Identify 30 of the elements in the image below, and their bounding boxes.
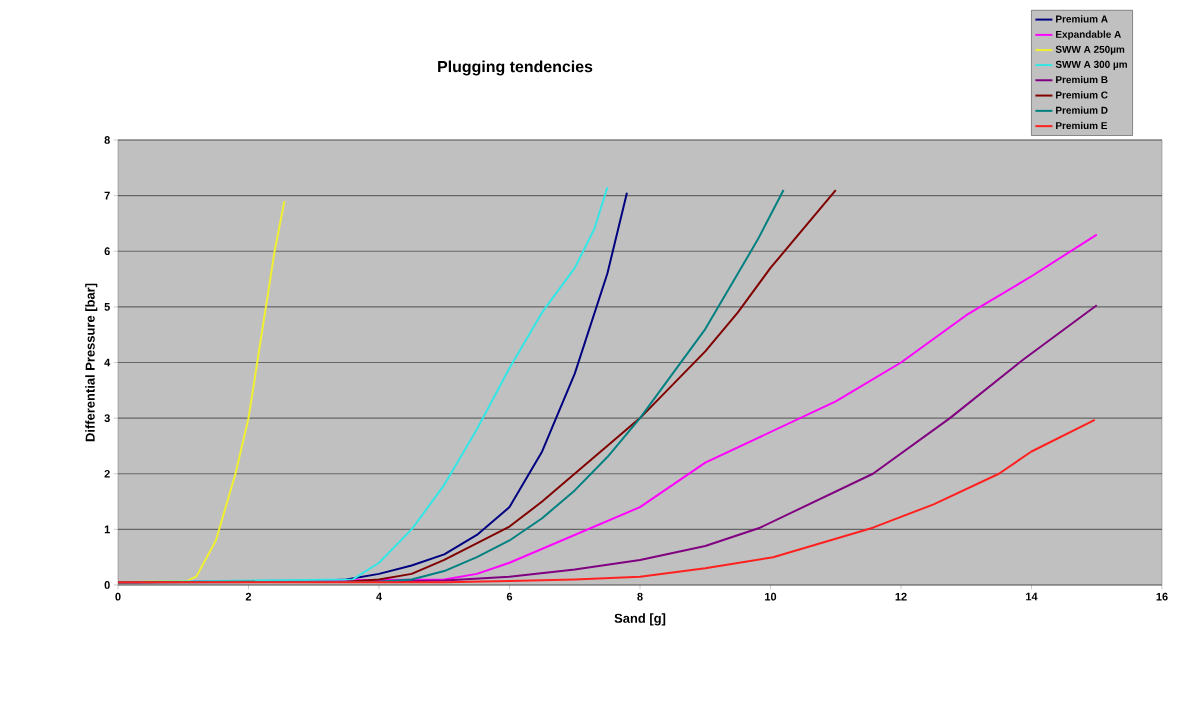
legend-label: Expandable A [1056, 30, 1122, 40]
x-axis-title: Sand [g] [614, 613, 666, 626]
legend-label: Premium A [1056, 15, 1108, 23]
x-tick-label: 16 [1156, 592, 1168, 601]
y-tick-label: 1 [104, 525, 110, 534]
x-tick-label: 6 [506, 592, 513, 601]
x-tick-label: 8 [637, 592, 643, 601]
y-tick-label: 3 [104, 414, 110, 422]
legend-label: Premium E [1056, 121, 1108, 130]
legend-label: Premium D [1056, 106, 1108, 114]
x-tick-label: 12 [895, 592, 907, 601]
line-series [118, 418, 1096, 584]
x-tick-label: 4 [376, 592, 382, 601]
y-tick-label: 7 [104, 191, 110, 200]
legend-label: SWW A 250µm [1055, 45, 1125, 55]
chart-title: Plugging tendencies [438, 60, 593, 76]
y-tick-label: 6 [104, 247, 110, 256]
y-tick-label: 8 [104, 136, 110, 144]
legend-label: SWW A 300 µm [1055, 60, 1127, 70]
y-tick-label: 5 [104, 303, 110, 311]
x-tick-label: 10 [765, 592, 777, 601]
y-tick-label: 2 [104, 469, 110, 478]
y-axis-title: Differential Pressure [bar] [85, 283, 98, 442]
y-tick-label: 4 [104, 358, 111, 367]
y-tick-label: 0 [104, 581, 110, 589]
x-tick-label: 2 [245, 592, 252, 601]
legend-label: Premium B [1056, 75, 1108, 84]
x-tick-label: 0 [115, 592, 121, 601]
x-tick-label: 14 [1026, 592, 1038, 601]
legend-label: Premium C [1056, 91, 1108, 99]
